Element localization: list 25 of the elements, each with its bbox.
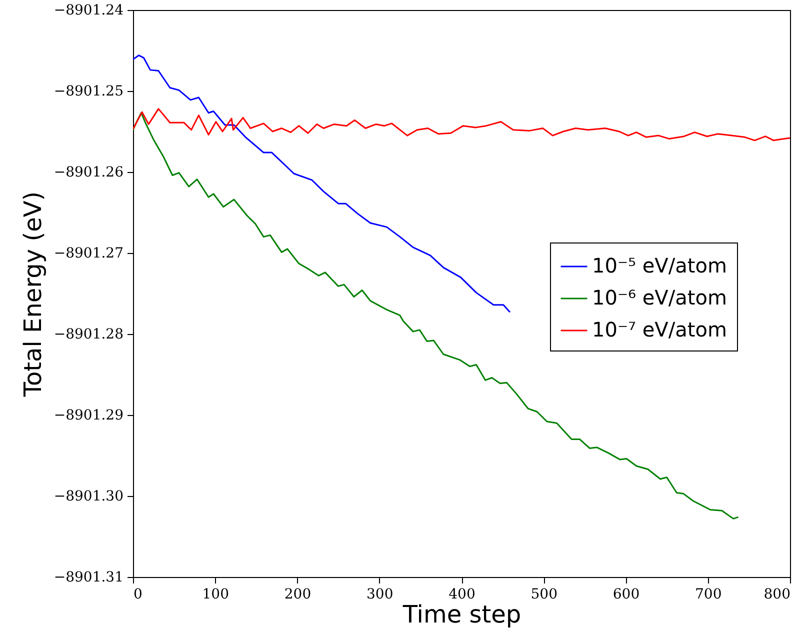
y-tick-label: −8901.28 [54,326,124,342]
y-tick-label: −8901.27 [54,246,124,262]
x-tick-label: 200 [284,586,312,602]
y-tick-label: −8901.29 [54,408,124,424]
legend-label: 10⁻⁶ eV/atom [592,285,727,310]
x-tick-label: 700 [695,586,722,602]
y-tick-label: −8901.25 [54,84,124,100]
x-tick-label: 500 [530,586,558,602]
x-tick-label: 300 [366,586,394,602]
line-series [133,108,790,142]
line-series [133,112,740,520]
y-tick-label: −8901.26 [54,164,124,180]
y-tick-label: −8901.24 [54,2,124,18]
line-series [133,54,511,313]
x-tick-label: 0 [134,586,142,602]
x-tick-label: 600 [612,586,640,602]
legend-label: 10⁻⁵ eV/atom [592,253,727,278]
y-axis-title: Total Energy (eV) [18,191,47,398]
x-tick-label: 400 [448,586,476,602]
y-tick-label: −8901.31 [54,570,124,586]
x-tick-label: 800 [764,586,790,602]
y-tick-label: −8901.30 [54,488,124,504]
x-tick-label: 100 [202,586,229,602]
x-axis-title: Time step [402,600,522,628]
legend-label: 10⁻⁷ eV/atom [592,317,727,342]
